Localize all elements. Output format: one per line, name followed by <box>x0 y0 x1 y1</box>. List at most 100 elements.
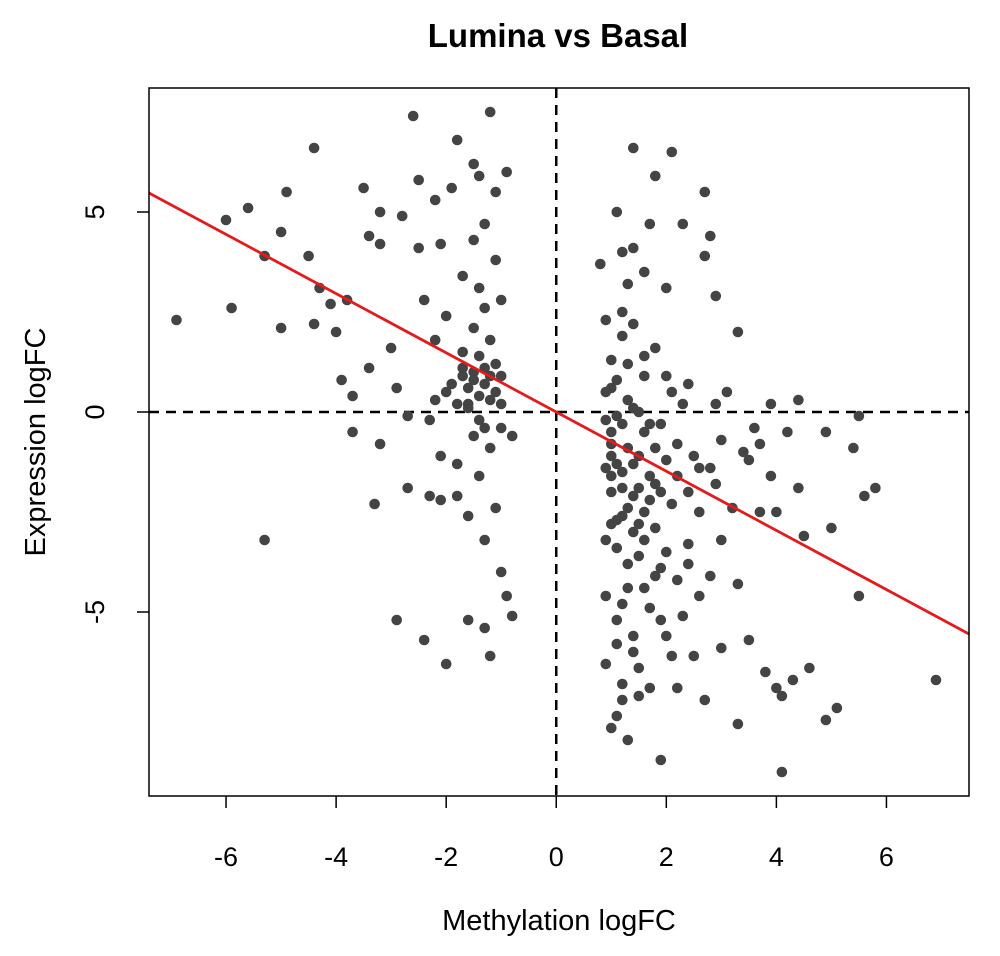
data-point <box>738 446 749 458</box>
data-point <box>853 410 865 422</box>
data-point <box>479 218 491 230</box>
data-point <box>782 426 793 438</box>
data-point <box>606 486 617 498</box>
plot-frame <box>148 87 970 797</box>
data-point <box>617 678 628 690</box>
data-point <box>606 722 617 734</box>
data-point <box>611 614 623 626</box>
data-point <box>606 470 617 482</box>
data-point <box>374 238 386 250</box>
data-point <box>374 206 386 218</box>
data-point <box>622 734 634 746</box>
data-point <box>473 170 485 182</box>
data-point <box>848 442 859 454</box>
x-tick-label: -4 <box>324 842 348 872</box>
data-point <box>633 662 645 674</box>
data-point <box>606 354 617 366</box>
data-point <box>617 466 628 478</box>
data-point <box>743 454 755 466</box>
data-point <box>611 206 623 218</box>
data-point <box>275 226 287 238</box>
data-point <box>473 350 485 362</box>
data-point <box>820 714 832 726</box>
data-point <box>396 210 408 222</box>
data-point <box>446 182 458 194</box>
data-point <box>655 486 667 498</box>
data-point <box>495 566 507 578</box>
data-point <box>639 266 650 278</box>
data-point <box>776 690 788 702</box>
data-point <box>606 518 617 530</box>
data-point <box>479 534 491 546</box>
data-point <box>606 450 617 462</box>
data-point <box>462 614 474 626</box>
data-point <box>484 650 496 662</box>
data-point <box>644 218 656 230</box>
data-point <box>429 334 441 346</box>
data-point <box>308 318 320 330</box>
data-point <box>462 382 474 394</box>
data-point <box>220 214 232 226</box>
x-axis-label: Methylation logFC <box>442 905 676 937</box>
data-point <box>699 186 711 198</box>
data-point <box>694 506 705 518</box>
data-point <box>650 478 661 490</box>
y-tick-label: -5 <box>80 600 110 624</box>
data-point <box>661 630 672 642</box>
data-point <box>385 342 397 354</box>
data-point <box>435 450 447 462</box>
data-point <box>716 534 727 546</box>
data-point <box>347 390 358 402</box>
data-point <box>677 218 689 230</box>
data-point <box>451 490 463 502</box>
data-point <box>622 358 634 370</box>
data-point <box>490 186 502 198</box>
data-point <box>336 374 347 386</box>
data-point <box>617 418 628 430</box>
data-point <box>418 634 430 646</box>
data-point <box>330 326 342 338</box>
data-point <box>716 434 727 446</box>
data-point <box>468 322 480 334</box>
data-point <box>749 422 760 434</box>
data-point <box>655 614 667 626</box>
data-point <box>677 398 689 410</box>
data-point <box>600 414 612 426</box>
data-point <box>644 602 656 614</box>
data-point <box>479 422 491 434</box>
data-point <box>484 394 496 406</box>
x-tick-label: -2 <box>434 842 458 872</box>
y-tick-label: 5 <box>80 204 110 219</box>
data-point <box>672 438 683 450</box>
data-point <box>661 454 672 466</box>
data-point <box>479 622 491 634</box>
data-point <box>611 410 623 422</box>
x-tick-label: 6 <box>879 842 894 872</box>
data-point <box>600 386 612 398</box>
data-point <box>804 662 815 674</box>
data-point <box>760 666 771 678</box>
data-point <box>633 406 645 418</box>
data-point <box>655 562 667 574</box>
data-point <box>473 470 485 482</box>
data-point <box>440 310 452 322</box>
data-point <box>600 314 612 326</box>
data-point <box>628 630 639 642</box>
chart-title: Lumina vs Basal <box>428 17 688 54</box>
data-point <box>424 490 436 502</box>
data-point <box>633 690 645 702</box>
data-point <box>347 426 358 438</box>
data-point <box>853 590 865 602</box>
data-point <box>644 682 656 694</box>
data-point <box>402 482 414 494</box>
data-point <box>303 250 314 262</box>
data-point <box>600 534 612 546</box>
data-point <box>457 370 469 382</box>
data-point <box>506 430 518 442</box>
data-point <box>672 574 683 586</box>
data-point <box>826 522 837 534</box>
data-point <box>622 582 634 594</box>
data-point <box>639 350 650 362</box>
data-point <box>776 766 788 778</box>
